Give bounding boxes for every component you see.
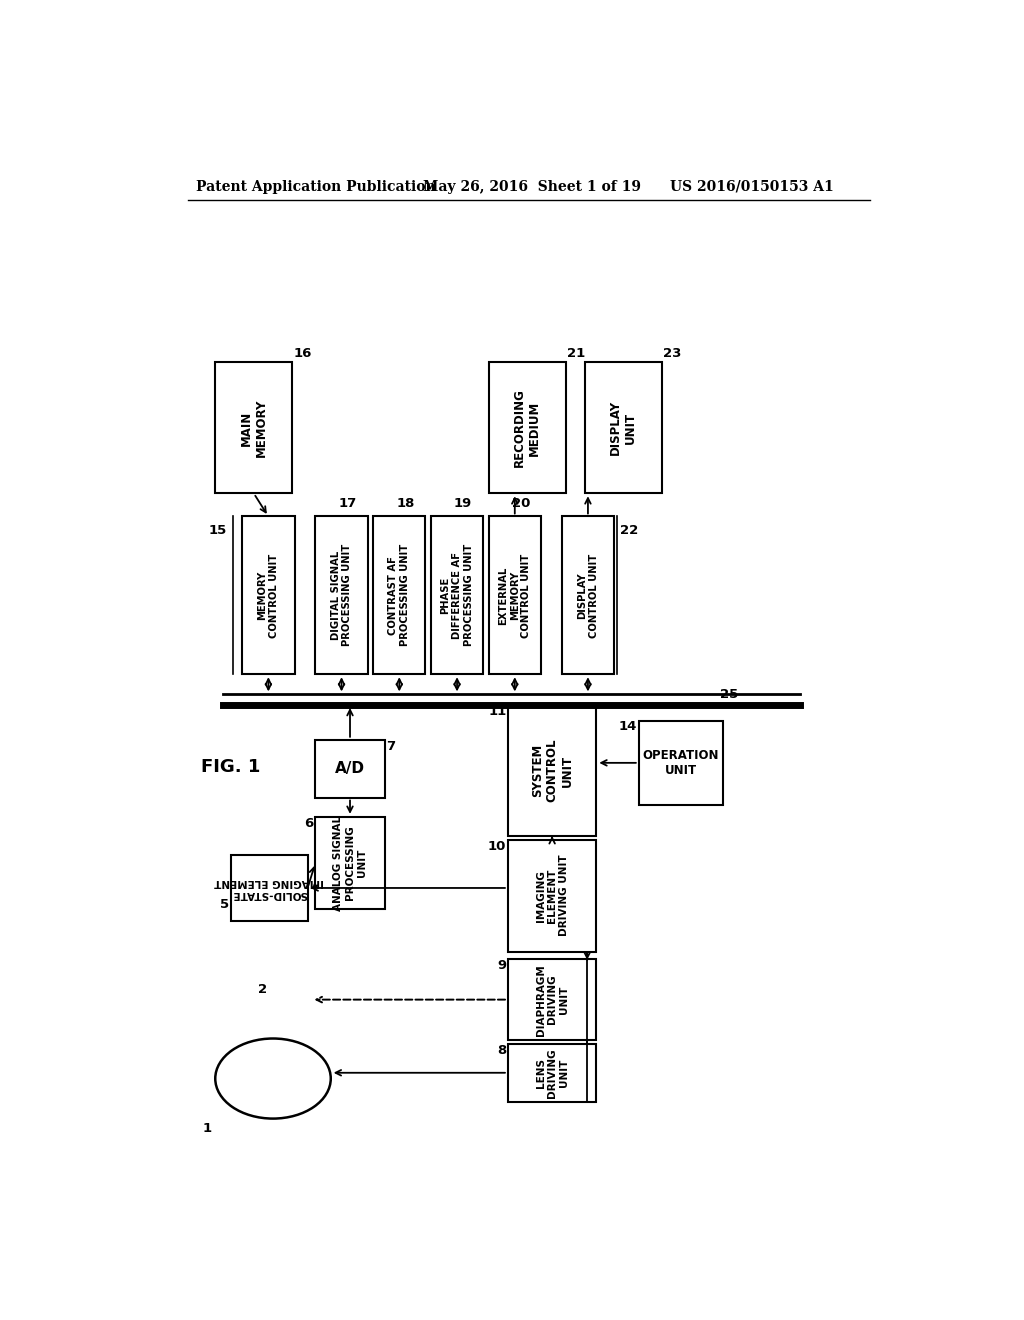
Text: 24: 24	[692, 719, 711, 733]
Bar	[639, 721, 724, 805]
Bar	[315, 817, 385, 909]
Bar	[215, 363, 292, 494]
Bar	[585, 363, 662, 494]
Text: 23: 23	[664, 347, 682, 360]
Text: PHASE
DIFFERENCE AF
PROCESSING UNIT: PHASE DIFFERENCE AF PROCESSING UNIT	[440, 544, 474, 647]
Text: RECORDING
MEDIUM: RECORDING MEDIUM	[513, 388, 541, 467]
Text: OPERATION
UNIT: OPERATION UNIT	[643, 748, 720, 777]
Bar	[230, 855, 307, 921]
Text: 11: 11	[488, 705, 506, 718]
Text: FIG. 1: FIG. 1	[202, 758, 261, 776]
Text: DIAPHRAGM
DRIVING
UNIT: DIAPHRAGM DRIVING UNIT	[536, 964, 568, 1035]
Bar	[315, 739, 385, 797]
Bar	[373, 516, 425, 675]
Text: ANALOG SIGNAL
PROCESSING
UNIT: ANALOG SIGNAL PROCESSING UNIT	[334, 816, 367, 911]
Text: SOLID-STATE
IMAGING ELEMENT: SOLID-STATE IMAGING ELEMENT	[214, 878, 325, 899]
Text: US 2016/0150153 A1: US 2016/0150153 A1	[670, 180, 834, 194]
Bar	[488, 516, 541, 675]
Text: 21: 21	[567, 347, 586, 360]
Text: 7: 7	[386, 739, 395, 752]
Text: 15: 15	[209, 524, 226, 537]
Text: SYSTEM
CONTROL
UNIT: SYSTEM CONTROL UNIT	[530, 739, 573, 803]
Bar	[243, 516, 295, 675]
Text: 9: 9	[498, 960, 506, 973]
Text: Patent Application Publication: Patent Application Publication	[196, 180, 435, 194]
Text: MEMORY
CONTROL UNIT: MEMORY CONTROL UNIT	[258, 553, 280, 638]
Text: 8: 8	[497, 1044, 506, 1057]
Text: DISPLAY
UNIT: DISPLAY UNIT	[609, 400, 637, 455]
Bar	[562, 516, 614, 675]
Text: 19: 19	[454, 498, 472, 511]
Bar	[508, 1044, 596, 1102]
Text: DISPLAY
CONTROL UNIT: DISPLAY CONTROL UNIT	[578, 553, 599, 638]
Text: DIGITAL SIGNAL
PROCESSING UNIT: DIGITAL SIGNAL PROCESSING UNIT	[331, 544, 352, 647]
Bar	[431, 516, 483, 675]
Text: May 26, 2016  Sheet 1 of 19: May 26, 2016 Sheet 1 of 19	[423, 180, 641, 194]
Text: EXTERNAL
MEMORY
CONTROL UNIT: EXTERNAL MEMORY CONTROL UNIT	[499, 553, 531, 638]
Text: MAIN
MEMORY: MAIN MEMORY	[240, 399, 267, 457]
Text: 20: 20	[512, 498, 530, 511]
Text: 22: 22	[621, 524, 639, 537]
Text: IMAGING
ELEMENT
DRIVING UNIT: IMAGING ELEMENT DRIVING UNIT	[536, 855, 568, 936]
Ellipse shape	[215, 1039, 331, 1118]
Text: CONTRAST AF
PROCESSING UNIT: CONTRAST AF PROCESSING UNIT	[388, 544, 410, 647]
Text: 18: 18	[396, 498, 415, 511]
Text: 1: 1	[203, 1122, 211, 1135]
Text: 25: 25	[720, 688, 738, 701]
Text: 16: 16	[294, 347, 312, 360]
Bar	[508, 840, 596, 952]
Text: 10: 10	[488, 840, 506, 853]
Bar	[488, 363, 565, 494]
Text: 17: 17	[339, 498, 356, 511]
Bar	[508, 705, 596, 836]
Text: 2: 2	[258, 983, 266, 995]
Bar	[315, 516, 368, 675]
Text: LENS
DRIVING
UNIT: LENS DRIVING UNIT	[536, 1048, 568, 1098]
Text: A/D: A/D	[335, 762, 365, 776]
Bar	[508, 960, 596, 1040]
Text: 14: 14	[618, 721, 637, 734]
Text: 6: 6	[304, 817, 313, 830]
Text: 5: 5	[220, 899, 229, 911]
